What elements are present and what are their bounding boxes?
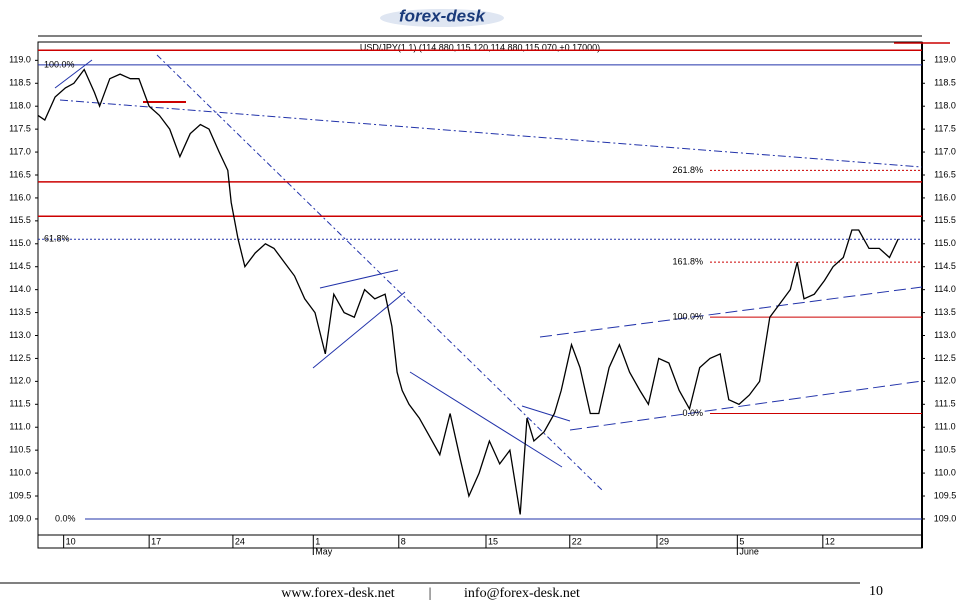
x-tick-label: 17 — [151, 536, 161, 546]
trend-line — [312, 291, 406, 369]
trend-lines — [54, 54, 923, 491]
y2-tick-label: 110.5 — [934, 445, 956, 455]
trend-line — [569, 380, 923, 431]
footer-email: info@forex-desk.net — [464, 586, 580, 601]
fib-label: 100.0% — [672, 312, 703, 322]
y2-tick-label: 112.0 — [934, 376, 956, 386]
y-tick-label: 109.0 — [9, 513, 32, 523]
plot-frame — [37, 41, 923, 536]
brand: forex-desk — [399, 6, 487, 25]
page-number: 10 — [869, 584, 883, 599]
trend-line — [156, 54, 603, 491]
x-tick-label: 1 — [315, 536, 320, 546]
trend-line — [409, 371, 563, 468]
y2-tick-label: 116.5 — [934, 169, 956, 179]
y2-tick-label: 111.0 — [934, 422, 955, 432]
y2-tick-label: 113.0 — [934, 330, 956, 340]
y-tick-label: 116.5 — [9, 169, 31, 179]
y2-tick-label: 117.5 — [934, 124, 956, 134]
y2-tick-label: 114.0 — [934, 284, 956, 294]
y2-tick-label: 113.5 — [934, 307, 956, 317]
x-tick-label: 24 — [235, 536, 245, 546]
footer-separator: | — [429, 586, 432, 601]
y-tick-label: 115.5 — [9, 215, 31, 225]
x-tick-label: 12 — [825, 536, 835, 546]
trend-line — [59, 99, 923, 168]
y2-tick-label: 114.5 — [934, 261, 956, 271]
y-tick-label: 112.0 — [9, 376, 31, 386]
footer-site: www.forex-desk.net — [281, 586, 394, 601]
y-tick-label: 115.0 — [9, 238, 31, 248]
y-tick-label: 112.5 — [9, 353, 31, 363]
y-tick-label: 118.0 — [9, 101, 31, 111]
y-tick-label: 109.5 — [9, 490, 32, 500]
x-tick-label: 8 — [401, 536, 406, 546]
x-tick-label: 10 — [66, 536, 76, 546]
trend-line — [521, 405, 571, 422]
y-tick-label: 110.0 — [9, 467, 31, 477]
trend-line — [539, 286, 923, 338]
x-tick-label: 15 — [488, 536, 498, 546]
fib-label: 0.0% — [55, 513, 76, 523]
y-tick-label: 117.0 — [9, 146, 31, 156]
fib-label: 100.0% — [44, 59, 75, 69]
logo-bg — [380, 9, 504, 27]
y-tick-label: 116.0 — [9, 192, 31, 202]
y-tick-label: 110.5 — [9, 445, 31, 455]
y2-tick-label: 115.5 — [934, 215, 956, 225]
y2-tick-label: 116.0 — [934, 192, 956, 202]
month-label: May — [315, 546, 333, 556]
y2-tick-label: 117.0 — [934, 146, 956, 156]
trend-line — [319, 269, 399, 289]
y2-tick-label: 109.0 — [934, 513, 957, 523]
y2-tick-label: 109.5 — [934, 490, 957, 500]
x-tick-label: 5 — [739, 536, 744, 546]
x-axis-frame — [37, 534, 923, 549]
y-tick-label: 113.5 — [9, 307, 31, 317]
y-tick-label: 111.5 — [9, 399, 30, 409]
y-tick-label: 114.0 — [9, 284, 31, 294]
y2-tick-label: 111.5 — [934, 399, 955, 409]
x-tick-label: 29 — [659, 536, 669, 546]
fib-label: 261.8% — [672, 165, 703, 175]
y2-tick-label: 115.0 — [934, 238, 956, 248]
price-line — [37, 68, 899, 515]
y2-tick-label: 118.5 — [934, 78, 956, 88]
y-tick-label: 118.5 — [9, 78, 31, 88]
y-tick-label: 113.0 — [9, 330, 31, 340]
fib-label: 0.0% — [682, 408, 703, 418]
month-label: June — [739, 546, 759, 556]
x-tick-label: 22 — [572, 536, 582, 546]
y2-tick-label: 118.0 — [934, 101, 956, 111]
y2-tick-label: 112.5 — [934, 353, 956, 363]
chart-title: USD/JPY(1.1) (114.880,115.120,114.880,11… — [360, 42, 600, 52]
y2-tick-label: 110.0 — [934, 467, 956, 477]
fib-label: 161.8% — [672, 257, 703, 267]
y-tick-label: 111.0 — [9, 422, 30, 432]
y-tick-label: 117.5 — [9, 124, 31, 134]
y-tick-label: 119.0 — [9, 55, 31, 65]
y2-tick-label: 119.0 — [934, 55, 956, 65]
y-tick-label: 114.5 — [9, 261, 31, 271]
fib-label: 61.8% — [44, 234, 70, 244]
